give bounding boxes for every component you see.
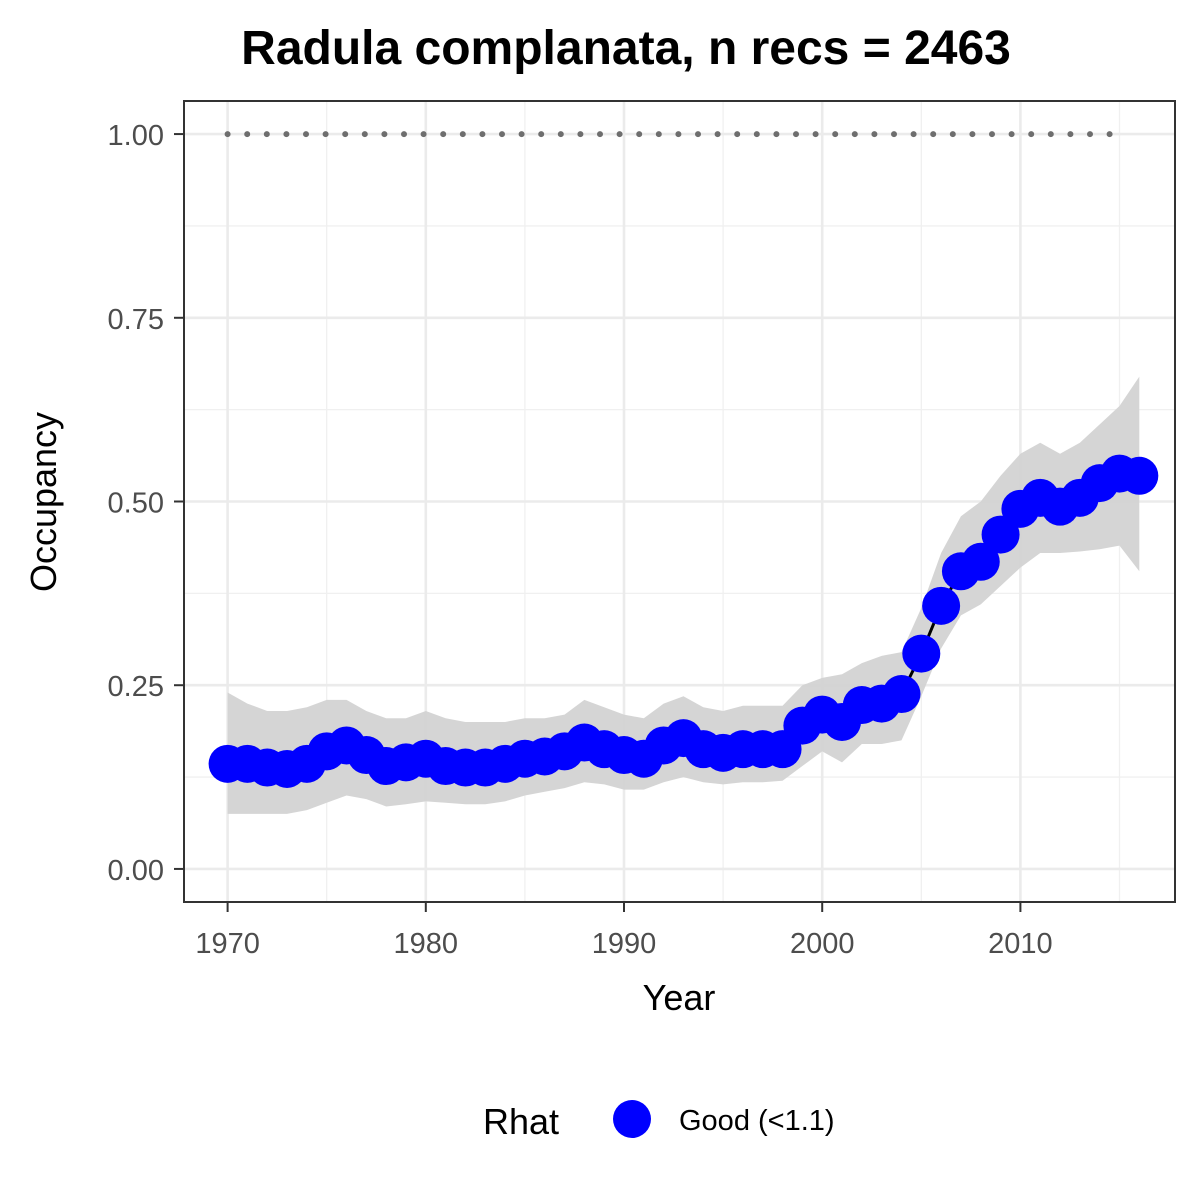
legend-label-good: Good (<1.1): [679, 1105, 835, 1137]
y-axis: 0.00 0.25 0.50 0.75 1.00: [108, 120, 184, 887]
y-tick-label: 0.50: [108, 488, 164, 520]
x-tick-label: 1990: [592, 928, 657, 960]
data-point: [902, 634, 941, 673]
y-tick-label: 0.00: [108, 855, 164, 887]
chart-title: Radula complanata, n recs = 2463: [241, 22, 1011, 75]
x-axis-title: Year: [643, 977, 716, 1018]
data-point: [1120, 456, 1159, 495]
points-layer: [208, 454, 1159, 788]
data-point: [922, 586, 961, 625]
x-tick-label: 1970: [195, 928, 260, 960]
y-tick-label: 0.25: [108, 671, 164, 703]
x-tick-label: 1980: [394, 928, 459, 960]
data-point: [961, 542, 1000, 581]
legend: Rhat Good (<1.1): [483, 1100, 835, 1142]
y-tick-label: 0.75: [108, 304, 164, 336]
x-tick-label: 2000: [790, 928, 855, 960]
legend-key-good: [613, 1100, 651, 1138]
x-axis: 1970 1980 1990 2000 2010: [195, 902, 1053, 960]
x-tick-label: 2010: [988, 928, 1053, 960]
y-axis-title: Occupancy: [23, 412, 64, 592]
y-tick-label: 1.00: [108, 120, 164, 152]
legend-title: Rhat: [483, 1101, 559, 1142]
data-point: [882, 675, 921, 714]
data-point: [981, 515, 1020, 554]
